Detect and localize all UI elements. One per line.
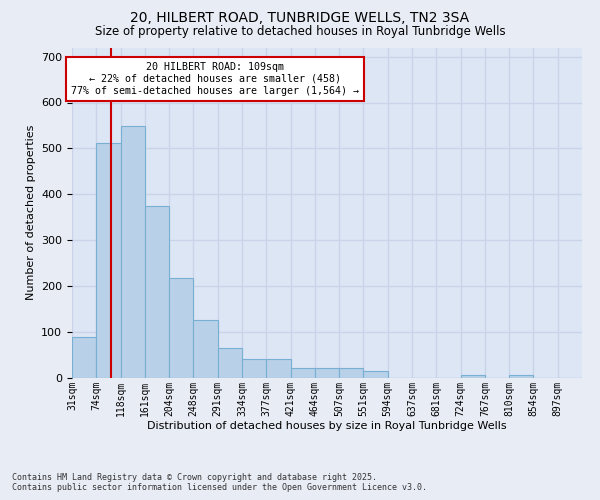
Bar xyxy=(121,126,145,378)
Y-axis label: Number of detached properties: Number of detached properties xyxy=(26,125,35,300)
Bar xyxy=(339,368,364,378)
Bar xyxy=(145,206,169,378)
Bar xyxy=(509,375,533,378)
Text: Size of property relative to detached houses in Royal Tunbridge Wells: Size of property relative to detached ho… xyxy=(95,25,505,38)
Bar xyxy=(169,278,193,378)
Bar xyxy=(364,370,388,378)
Bar xyxy=(193,320,218,378)
Bar xyxy=(218,348,242,378)
Bar xyxy=(315,368,339,378)
Bar xyxy=(290,368,315,378)
Text: 20, HILBERT ROAD, TUNBRIDGE WELLS, TN2 3SA: 20, HILBERT ROAD, TUNBRIDGE WELLS, TN2 3… xyxy=(130,11,470,25)
X-axis label: Distribution of detached houses by size in Royal Tunbridge Wells: Distribution of detached houses by size … xyxy=(147,421,507,431)
Bar xyxy=(72,337,96,378)
Bar xyxy=(96,143,121,378)
Bar xyxy=(461,375,485,378)
Text: Contains HM Land Registry data © Crown copyright and database right 2025.
Contai: Contains HM Land Registry data © Crown c… xyxy=(12,473,427,492)
Text: 20 HILBERT ROAD: 109sqm
← 22% of detached houses are smaller (458)
77% of semi-d: 20 HILBERT ROAD: 109sqm ← 22% of detache… xyxy=(71,62,359,96)
Bar xyxy=(242,359,266,378)
Bar xyxy=(266,359,290,378)
